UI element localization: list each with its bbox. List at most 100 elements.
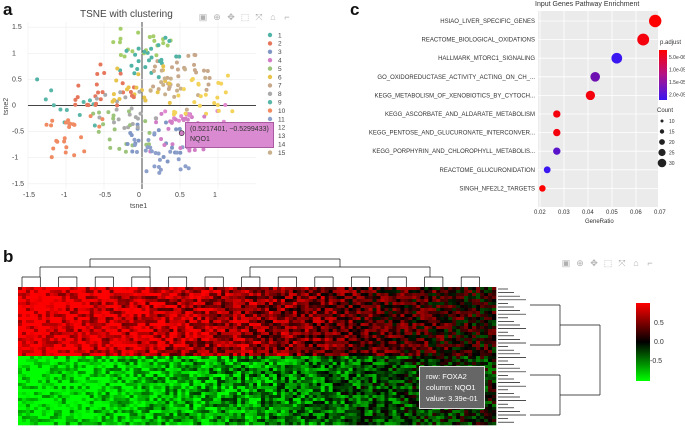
heatmap-cell[interactable]	[89, 299, 94, 303]
heatmap-cell[interactable]	[73, 356, 79, 360]
heatmap-cell[interactable]	[272, 365, 278, 369]
heatmap-cell[interactable]	[284, 347, 290, 351]
heatmap-cell[interactable]	[304, 365, 310, 369]
heatmap-cell[interactable]	[460, 317, 465, 321]
heatmap-cell[interactable]	[117, 368, 122, 372]
heatmap-cell[interactable]	[249, 305, 254, 309]
heatmap-cell[interactable]	[300, 314, 306, 318]
heatmap-cell[interactable]	[456, 287, 461, 291]
heatmap-cell[interactable]	[300, 338, 306, 342]
heatmap-cell[interactable]	[480, 347, 485, 351]
heatmap-cell[interactable]	[324, 389, 329, 393]
tsne-point[interactable]	[201, 68, 206, 73]
heatmap-cell[interactable]	[181, 362, 186, 366]
heatmap-cell[interactable]	[488, 293, 493, 297]
heatmap-cell[interactable]	[41, 308, 47, 312]
heatmap-cell[interactable]	[109, 380, 114, 384]
heatmap-cell[interactable]	[161, 344, 166, 348]
heatmap-cell[interactable]	[245, 356, 250, 360]
heatmap-cell[interactable]	[376, 398, 381, 402]
heatmap-cell[interactable]	[93, 344, 98, 348]
heatmap-cell[interactable]	[237, 320, 242, 324]
heatmap-cell[interactable]	[133, 374, 138, 378]
heatmap-cell[interactable]	[25, 386, 31, 390]
heatmap-cell[interactable]	[93, 326, 98, 330]
heatmap-cell[interactable]	[129, 386, 134, 390]
tsne-point[interactable]	[75, 95, 80, 100]
heatmap-cell[interactable]	[201, 290, 206, 294]
heatmap-cell[interactable]	[197, 332, 202, 336]
heatmap-cell[interactable]	[348, 332, 353, 336]
heatmap-cell[interactable]	[97, 371, 102, 375]
heatmap-cell[interactable]	[336, 323, 341, 327]
heatmap-cell[interactable]	[149, 338, 154, 342]
heatmap-cell[interactable]	[185, 290, 190, 294]
heatmap-cell[interactable]	[229, 338, 234, 342]
heatmap-cell[interactable]	[109, 326, 114, 330]
heatmap-cell[interactable]	[280, 332, 286, 336]
heatmap-cell[interactable]	[141, 299, 146, 303]
heatmap-cell[interactable]	[89, 332, 94, 336]
pan-icon[interactable]: ✥	[590, 258, 598, 268]
heatmap-cell[interactable]	[169, 368, 174, 372]
heatmap-cell[interactable]	[424, 341, 429, 345]
heatmap-cell[interactable]	[213, 398, 218, 402]
heatmap-cell[interactable]	[336, 389, 341, 393]
heatmap-cell[interactable]	[408, 353, 413, 357]
heatmap-cell[interactable]	[141, 395, 146, 399]
heatmap-cell[interactable]	[284, 365, 290, 369]
tsne-point[interactable]	[149, 46, 154, 51]
heatmap-cell[interactable]	[456, 299, 461, 303]
heatmap-cell[interactable]	[368, 350, 373, 354]
heatmap-cell[interactable]	[61, 362, 67, 366]
heatmap-cell[interactable]	[49, 386, 55, 390]
heatmap-cell[interactable]	[217, 395, 222, 399]
heatmap-cell[interactable]	[320, 389, 326, 393]
heatmap-cell[interactable]	[201, 314, 206, 318]
heatmap-cell[interactable]	[392, 374, 397, 378]
heatmap-cell[interactable]	[125, 362, 130, 366]
heatmap-cell[interactable]	[213, 290, 218, 294]
heatmap-cell[interactable]	[213, 395, 218, 399]
heatmap-cell[interactable]	[185, 314, 190, 318]
heatmap-cell[interactable]	[97, 296, 102, 300]
heatmap-cell[interactable]	[137, 332, 142, 336]
tsne-point[interactable]	[161, 82, 166, 87]
heatmap-cell[interactable]	[73, 350, 79, 354]
heatmap-cell[interactable]	[464, 323, 469, 327]
heatmap-cell[interactable]	[61, 299, 67, 303]
heatmap-cell[interactable]	[133, 377, 138, 381]
heatmap-cell[interactable]	[284, 368, 290, 372]
heatmap-cell[interactable]	[472, 311, 477, 315]
heatmap-cell[interactable]	[53, 380, 59, 384]
heatmap-cell[interactable]	[185, 398, 190, 402]
heatmap-cell[interactable]	[376, 317, 381, 321]
heatmap-cell[interactable]	[117, 293, 122, 297]
heatmap-cell[interactable]	[81, 344, 87, 348]
heatmap-cell[interactable]	[161, 305, 166, 309]
heatmap-cell[interactable]	[157, 305, 162, 309]
heatmap-cell[interactable]	[412, 332, 417, 336]
heatmap-cell[interactable]	[185, 332, 190, 336]
heatmap-cell[interactable]	[173, 392, 178, 396]
heatmap-cell[interactable]	[249, 359, 254, 363]
heatmap-cell[interactable]	[217, 329, 222, 333]
heatmap-cell[interactable]	[456, 323, 461, 327]
heatmap-cell[interactable]	[121, 377, 126, 381]
heatmap-cell[interactable]	[81, 347, 87, 351]
heatmap-cell[interactable]	[344, 302, 349, 306]
home-icon[interactable]: ⌂	[270, 12, 276, 22]
heatmap-cell[interactable]	[404, 371, 409, 375]
heatmap-cell[interactable]	[352, 320, 357, 324]
heatmap-cell[interactable]	[404, 326, 409, 330]
heatmap-cell[interactable]	[356, 287, 361, 291]
heatmap-cell[interactable]	[241, 287, 246, 291]
heatmap-cell[interactable]	[53, 389, 59, 393]
heatmap-cell[interactable]	[165, 386, 170, 390]
heatmap-cell[interactable]	[488, 374, 493, 378]
heatmap-cell[interactable]	[260, 341, 266, 345]
heatmap-cell[interactable]	[93, 365, 98, 369]
heatmap-cell[interactable]	[137, 377, 142, 381]
heatmap-cell[interactable]	[177, 329, 182, 333]
heatmap-cell[interactable]	[257, 359, 262, 363]
